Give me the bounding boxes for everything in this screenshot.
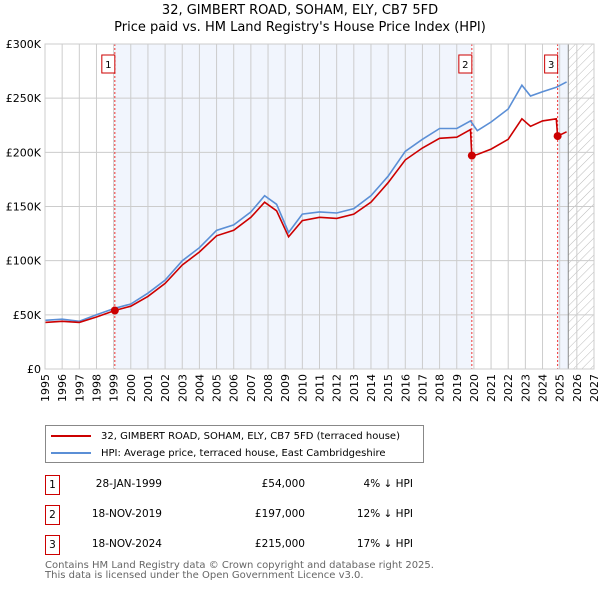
y-tick-label: £250K	[6, 92, 42, 105]
y-tick-label: £150K	[6, 201, 42, 214]
transaction-date: 18-NOV-2024	[91, 538, 162, 550]
x-tick-label: 2018	[434, 374, 447, 402]
y-tick-label: £300K	[6, 38, 42, 51]
transaction-date: 28-JAN-1999	[95, 478, 162, 490]
transaction-hpi-diff: 17% ↓ HPI	[356, 538, 413, 550]
x-tick-label: 2001	[142, 374, 155, 402]
x-tick-label: 2010	[296, 374, 309, 402]
sale-point	[467, 151, 476, 160]
x-tick-label: 2023	[519, 374, 532, 402]
sale-label: 1	[105, 60, 111, 71]
legend-item-property: 32, GIMBERT ROAD, SOHAM, ELY, CB7 5FD (t…	[51, 428, 400, 444]
y-tick-label: £0	[27, 363, 41, 376]
x-tick-label: 2004	[193, 374, 206, 402]
x-tick-label: 2022	[502, 374, 515, 402]
price-chart: 1995 1996 1997 1998 1999 2000 2001 2002 2003 2004…	[6, 38, 600, 402]
x-tick-label: 2000	[125, 374, 138, 402]
transaction-number: 1	[45, 475, 60, 495]
chart-subtitle: Price paid vs. HM Land Registry's House …	[114, 20, 486, 35]
transaction-price: £197,000	[254, 508, 305, 520]
y-tick-label: £100K	[6, 255, 42, 268]
transaction-number: 3	[45, 535, 60, 555]
legend-swatch	[51, 435, 91, 437]
footer: Contains HM Land Registry data © Crown c…	[45, 561, 434, 581]
x-tick-label: 2011	[314, 374, 327, 402]
x-tick-label: 1997	[73, 374, 86, 402]
legend-label: HPI: Average price, terraced house, East…	[101, 447, 386, 459]
x-tick-label: 2002	[159, 374, 172, 402]
sale-label: 3	[548, 60, 554, 71]
sale-label: 2	[462, 60, 468, 71]
x-tick-label: 2021	[485, 374, 498, 402]
transaction-row: 2 18-NOV-2019 £197,000 12% ↓ HPI	[45, 505, 445, 525]
transaction-row: 3 18-NOV-2024 £215,000 17% ↓ HPI	[45, 535, 445, 555]
plot-border	[44, 43, 595, 370]
footer-line: This data is licensed under the Open Gov…	[45, 570, 364, 581]
x-tick-label: 1999	[108, 374, 121, 402]
sale-point	[553, 132, 562, 141]
sale-label-box	[544, 54, 559, 74]
legend-label: 32, GIMBERT ROAD, SOHAM, ELY, CB7 5FD (t…	[101, 430, 400, 442]
transaction-number: 2	[45, 505, 60, 525]
y-tick-label: £200K	[6, 146, 42, 159]
x-tick-label: 2013	[348, 374, 361, 402]
x-tick-label: 2007	[245, 374, 258, 402]
x-tick-label: 2003	[176, 374, 189, 402]
chart-title: 32, GIMBERT ROAD, SOHAM, ELY, CB7 5FD	[161, 3, 439, 18]
legend-item-hpi: HPI: Average price, terraced house, East…	[51, 445, 386, 461]
transaction-price: £54,000	[261, 478, 305, 490]
x-tick-label: 2006	[228, 374, 241, 402]
x-tick-label: 2009	[279, 374, 292, 402]
x-tick-label: 2017	[416, 374, 429, 402]
x-tick-label: 2027	[588, 374, 600, 402]
x-tick-label: 2025	[554, 374, 567, 402]
x-tick-label: 2019	[451, 374, 464, 402]
x-tick-label: 2016	[399, 374, 412, 402]
transaction-hpi-diff: 12% ↓ HPI	[356, 508, 413, 520]
sale-label-box	[458, 54, 473, 74]
x-tick-label: 2012	[331, 374, 344, 402]
x-tick-label: 2024	[537, 374, 550, 402]
sale-label-box	[101, 54, 116, 74]
sale-point	[110, 306, 119, 315]
x-tick-label: 2015	[382, 374, 395, 402]
x-tick-label: 2014	[365, 374, 378, 402]
legend: 32, GIMBERT ROAD, SOHAM, ELY, CB7 5FD (t…	[45, 425, 424, 463]
series-line	[44, 81, 567, 323]
x-tick-label: 1995	[39, 374, 52, 402]
y-tick-label: £50K	[13, 309, 42, 322]
x-tick-label: 2008	[262, 374, 275, 402]
x-tick-label: 2005	[211, 374, 224, 402]
footer-line: Contains HM Land Registry data © Crown c…	[45, 560, 434, 571]
x-tick-label: 2020	[468, 374, 481, 402]
transaction-hpi-diff: 4% ↓ HPI	[363, 478, 413, 490]
x-tick-label: 1998	[90, 374, 103, 402]
x-tick-label: 2026	[571, 374, 584, 402]
transaction-row: 1 28-JAN-1999 £54,000 4% ↓ HPI	[45, 475, 445, 495]
legend-swatch	[51, 452, 91, 454]
series-line	[44, 117, 567, 324]
x-tick-label: 1996	[56, 374, 69, 402]
transaction-price: £215,000	[254, 538, 305, 550]
transaction-date: 18-NOV-2019	[91, 508, 162, 520]
